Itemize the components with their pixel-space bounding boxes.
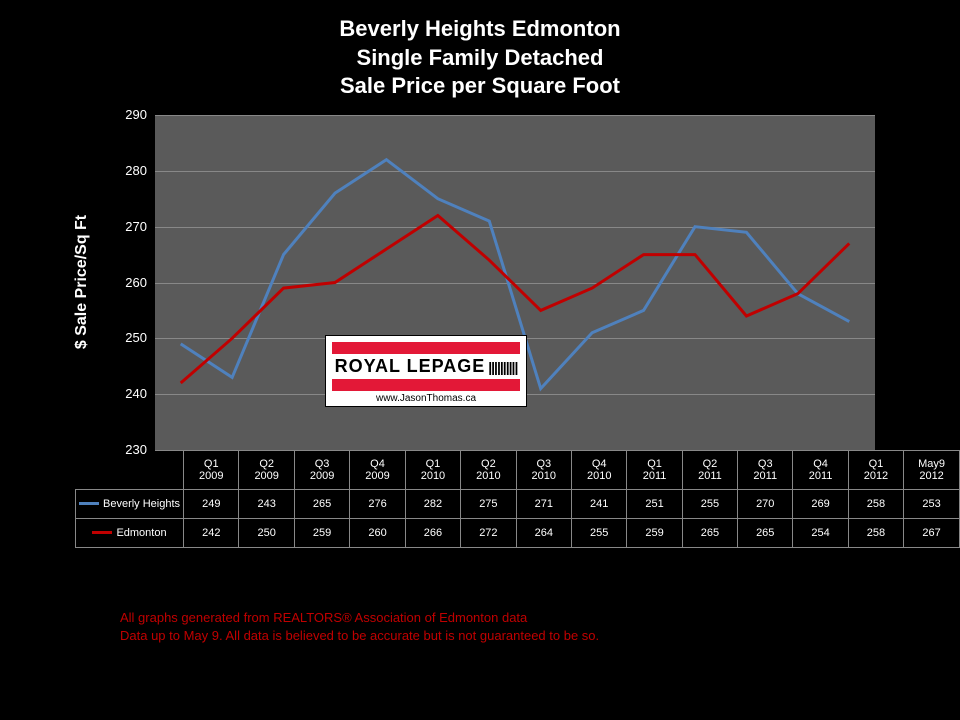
data-cell: 258: [848, 518, 903, 547]
data-cell: 253: [904, 489, 960, 518]
data-cell: 270: [738, 489, 793, 518]
x-axis-label-cell: Q12009: [184, 451, 239, 490]
series-name: Edmonton: [116, 527, 166, 539]
data-cell: 265: [294, 489, 349, 518]
logo-text: ROYAL LEPAGE ||||||||||: [326, 356, 526, 377]
series-label-cell: Edmonton: [76, 518, 184, 547]
data-cell: 259: [627, 518, 682, 547]
x-axis-label-cell: Q32010: [516, 451, 571, 490]
legend-swatch: [79, 502, 99, 505]
data-cell: 264: [516, 518, 571, 547]
data-cell: 271: [516, 489, 571, 518]
x-axis-label-cell: Q12012: [848, 451, 903, 490]
data-cell: 275: [461, 489, 516, 518]
series-name: Beverly Heights: [103, 498, 180, 510]
data-cell: 265: [682, 518, 737, 547]
table-row: Edmonton24225025926026627226425525926526…: [76, 518, 960, 547]
data-cell: 250: [239, 518, 294, 547]
x-axis-label-cell: Q32009: [294, 451, 349, 490]
x-axis-label-cell: May92012: [904, 451, 960, 490]
x-axis-label-cell: Q42010: [572, 451, 627, 490]
data-cell: 276: [350, 489, 405, 518]
data-cell: 255: [572, 518, 627, 547]
data-cell: 260: [350, 518, 405, 547]
x-axis-label-cell: Q42011: [793, 451, 848, 490]
x-axis-label-cell: Q22010: [461, 451, 516, 490]
data-cell: 251: [627, 489, 682, 518]
logo-url: www.JasonThomas.ca: [326, 393, 526, 404]
table-row: Beverly Heights2492432652762822752712412…: [76, 489, 960, 518]
series-label-cell: Beverly Heights: [76, 489, 184, 518]
data-table: Q12009Q22009Q32009Q42009Q12010Q22010Q320…: [75, 450, 960, 548]
data-cell: 258: [848, 489, 903, 518]
data-cell: 265: [738, 518, 793, 547]
x-axis-label-cell: Q12010: [405, 451, 460, 490]
data-cell: 272: [461, 518, 516, 547]
data-cell: 269: [793, 489, 848, 518]
x-axis-label-cell: Q32011: [738, 451, 793, 490]
x-axis-label-cell: Q42009: [350, 451, 405, 490]
data-cell: 254: [793, 518, 848, 547]
x-axis-label-cell: Q12011: [627, 451, 682, 490]
data-cell: 249: [184, 489, 239, 518]
data-cell: 267: [904, 518, 960, 547]
legend-swatch: [92, 531, 112, 534]
royal-lepage-logo: ROYAL LEPAGE |||||||||| www.JasonThomas.c…: [325, 335, 527, 407]
x-axis-label-cell: Q22011: [682, 451, 737, 490]
x-axis-label-cell: Q22009: [239, 451, 294, 490]
data-cell: 266: [405, 518, 460, 547]
footer-line-1: All graphs generated from REALTORS® Asso…: [120, 610, 527, 625]
data-cell: 282: [405, 489, 460, 518]
data-cell: 255: [682, 489, 737, 518]
data-cell: 259: [294, 518, 349, 547]
data-cell: 242: [184, 518, 239, 547]
data-cell: 243: [239, 489, 294, 518]
footer-line-2: Data up to May 9. All data is believed t…: [120, 628, 599, 643]
data-cell: 241: [572, 489, 627, 518]
